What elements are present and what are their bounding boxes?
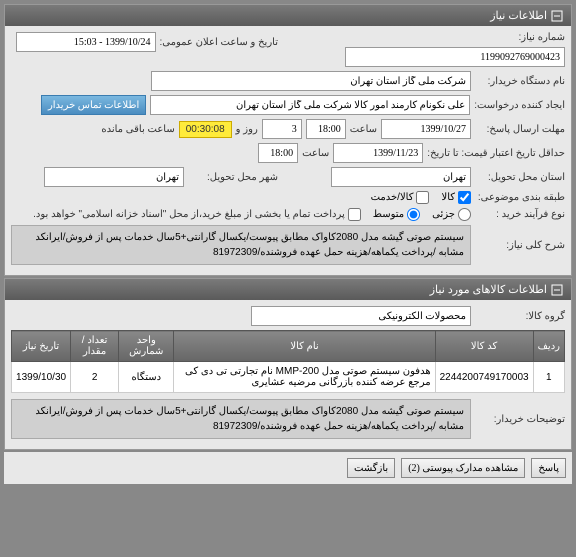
items-panel-body: گروه کالا: ردیف کد کالا نام کالا واحد شم… <box>5 300 571 449</box>
desc-label: شرح کلی نیاز: <box>475 240 565 251</box>
col-idx: ردیف <box>533 331 564 362</box>
service-checkbox-input[interactable] <box>416 191 429 204</box>
items-table: ردیف کد کالا نام کالا واحد شمارش تعداد /… <box>11 330 565 393</box>
service-checkbox[interactable]: کالا/خدمت <box>371 191 430 204</box>
countdown-timer: 00:30:08 <box>179 121 232 138</box>
budget-label: طبقه بندی موضوعی: <box>475 192 565 203</box>
buyer-note-text: سیستم صوتی گیشه مدل 2080کاواک مطابق پیوس… <box>11 399 471 439</box>
goods-checkbox[interactable]: کالا <box>441 191 471 204</box>
validity-time-input[interactable] <box>258 143 298 163</box>
validity-date-input[interactable] <box>333 143 423 163</box>
desc-text: سیستم صوتی گیشه مدل 2080کاواک مطابق پیوس… <box>11 225 471 265</box>
cell-code: 2244200749170003 <box>435 362 533 393</box>
col-name: نام کالا <box>174 331 435 362</box>
table-row[interactable]: 1 2244200749170003 هدفون سیستم صوتی مدل … <box>12 362 565 393</box>
deadline-label: مهلت ارسال پاسخ: <box>475 124 565 135</box>
collapse-icon[interactable] <box>551 10 563 22</box>
small-radio[interactable]: جزئی <box>432 208 471 221</box>
collapse-icon-2[interactable] <box>551 284 563 296</box>
attachments-button[interactable]: مشاهده مدارک پیوستی (2) <box>401 458 525 478</box>
medium-radio-label: متوسط <box>373 209 404 220</box>
buyer-note-label: توضیحات خریدار: <box>475 414 565 425</box>
answer-button[interactable]: پاسخ <box>531 458 566 478</box>
goods-checkbox-label: کالا <box>441 192 455 203</box>
small-radio-input[interactable] <box>458 208 471 221</box>
back-button[interactable]: بازگشت <box>347 458 395 478</box>
group-input[interactable] <box>251 306 471 326</box>
col-qty: تعداد / مقدار <box>71 331 119 362</box>
info-panel-title: اطلاعات نیاز <box>490 9 547 22</box>
deadline-date-input[interactable] <box>381 119 471 139</box>
time-label-1: ساعت <box>350 124 377 135</box>
goods-checkbox-input[interactable] <box>458 191 471 204</box>
delivery-province-input[interactable] <box>331 167 471 187</box>
table-header-row: ردیف کد کالا نام کالا واحد شمارش تعداد /… <box>12 331 565 362</box>
budget-radio-group: کالا کالا/خدمت <box>371 191 471 204</box>
purchase-radio-group: جزئی متوسط پرداخت تمام یا بخشی از مبلغ خ… <box>33 208 471 221</box>
col-unit: واحد شمارش <box>119 331 174 362</box>
purchase-label: نوع فرآیند خرید : <box>475 209 565 220</box>
items-panel-header: اطلاعات کالاهای مورد نیاز <box>5 279 571 300</box>
items-panel: اطلاعات کالاهای مورد نیاز گروه کالا: ردی… <box>4 278 572 450</box>
need-number-label: شماره نیاز: <box>475 32 565 43</box>
buyer-device-input[interactable] <box>151 71 471 91</box>
cell-date: 1399/10/30 <box>12 362 71 393</box>
col-date: تاریخ نیاز <box>12 331 71 362</box>
info-panel: اطلاعات نیاز شماره نیاز: تاریخ و ساعت اع… <box>4 4 572 276</box>
delivery-city-input[interactable] <box>44 167 184 187</box>
items-panel-title: اطلاعات کالاهای مورد نیاز <box>430 283 547 296</box>
col-code: کد کالا <box>435 331 533 362</box>
time-label-2: ساعت <box>302 148 329 159</box>
buyer-device-label: نام دستگاه خریدار: <box>475 76 565 87</box>
medium-radio[interactable]: متوسط <box>373 208 420 221</box>
days-label: روز و <box>236 124 258 135</box>
small-radio-label: جزئی <box>432 209 455 220</box>
footer-buttons: پاسخ مشاهده مدارک پیوستی (2) بازگشت <box>4 452 572 484</box>
info-panel-body: شماره نیاز: تاریخ و ساعت اعلان عمومی: نا… <box>5 26 571 275</box>
creator-label: ایجاد کننده درخواست: <box>474 100 565 111</box>
validity-label: حداقل تاریخ اعتبار قیمت: تا تاریخ: <box>427 148 565 159</box>
treasury-checkbox[interactable]: پرداخت تمام یا بخشی از مبلغ خرید،از محل … <box>33 208 361 221</box>
service-checkbox-label: کالا/خدمت <box>371 192 414 203</box>
deadline-time-input[interactable] <box>306 119 346 139</box>
remain-label: ساعت باقی مانده <box>101 124 174 135</box>
contact-button[interactable]: اطلاعات تماس خریدار <box>41 95 146 115</box>
treasury-note: پرداخت تمام یا بخشی از مبلغ خرید،از محل … <box>33 209 345 220</box>
announce-date-input[interactable] <box>16 32 156 52</box>
cell-idx: 1 <box>533 362 564 393</box>
info-panel-header: اطلاعات نیاز <box>5 5 571 26</box>
need-number-input[interactable] <box>345 47 565 67</box>
cell-unit: دستگاه <box>119 362 174 393</box>
creator-input[interactable] <box>150 95 470 115</box>
announce-date-label: تاریخ و ساعت اعلان عمومی: <box>160 37 279 48</box>
medium-radio-input[interactable] <box>407 208 420 221</box>
delivery-province-label: استان محل تحویل: <box>475 172 565 183</box>
delivery-city-label: شهر محل تحویل: <box>188 172 278 183</box>
cell-name: هدفون سیستم صوتی مدل MMP-200 نام تجارتی … <box>174 362 435 393</box>
group-label: گروه کالا: <box>475 311 565 322</box>
cell-qty: 2 <box>71 362 119 393</box>
treasury-checkbox-input[interactable] <box>348 208 361 221</box>
days-input[interactable] <box>262 119 302 139</box>
